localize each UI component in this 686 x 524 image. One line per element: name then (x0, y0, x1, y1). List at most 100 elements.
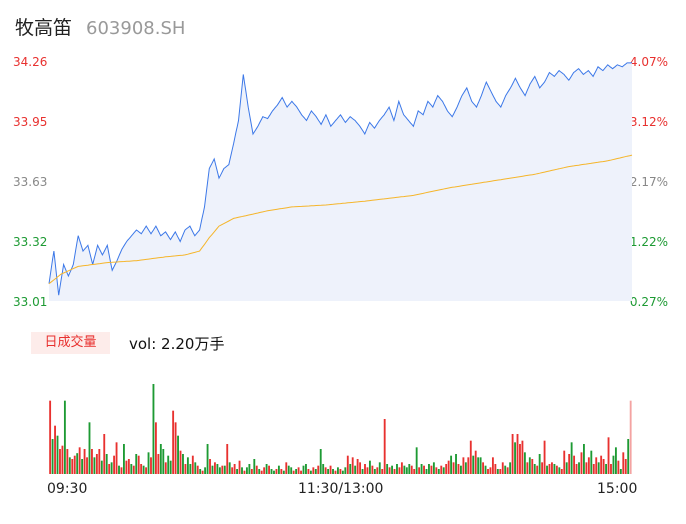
volume-bar (56, 435, 59, 474)
volume-bar (162, 449, 165, 474)
volume-bar (199, 469, 202, 474)
volume-bar (551, 462, 553, 474)
volume-bar (127, 459, 130, 474)
volume-bar (447, 460, 450, 474)
volume-bar (614, 447, 617, 474)
x-tick-midday: 11:30/13:00 (298, 481, 384, 497)
volume-bar (575, 464, 578, 474)
volume-bar (285, 462, 288, 474)
volume-bar (159, 444, 162, 474)
volume-bar (494, 464, 497, 474)
volume-bar (233, 464, 236, 474)
volume-bar (339, 469, 342, 474)
volume-bar (425, 469, 428, 474)
x-tick-close: 15:00 (597, 481, 638, 497)
volume-bar (270, 469, 273, 474)
volume-bar (86, 457, 88, 474)
volume-bar (418, 467, 421, 474)
volume-bar (194, 462, 197, 474)
volume-bar (346, 455, 349, 474)
volume-bar (546, 465, 548, 474)
y-left-tick-2: 33.63 (13, 175, 48, 189)
volume-bar (462, 457, 465, 474)
volume-bar (49, 400, 52, 474)
volume-bar (405, 467, 408, 474)
volume-bar (258, 469, 261, 474)
volume-bar (506, 467, 509, 474)
volume-bar (282, 470, 285, 474)
volume-bar (548, 464, 551, 474)
volume-bar (260, 470, 263, 474)
volume-bar (531, 459, 534, 474)
volume-bar (214, 462, 216, 474)
volume-bar (573, 455, 576, 474)
volume-bar (83, 449, 86, 474)
volume-bar (145, 467, 147, 474)
volume-bar (420, 464, 423, 474)
volume-bar (216, 464, 219, 474)
volume-bar (376, 467, 379, 474)
volume-bar (108, 464, 111, 474)
volume-bar (437, 469, 440, 474)
volume-bar (383, 419, 386, 474)
volume-bar (191, 455, 194, 474)
volume-bar (428, 464, 430, 474)
y-right-tick-4: 0.27% (629, 295, 668, 309)
volume-bar (359, 462, 362, 474)
volume-bar (361, 469, 364, 474)
volume-bar (81, 459, 84, 474)
volume-bar (147, 452, 150, 474)
volume-bar (287, 465, 290, 474)
volume-bar (196, 465, 199, 474)
volume-bar (88, 422, 91, 474)
volume-bar (477, 457, 480, 474)
volume-bar (209, 459, 211, 474)
y-right-tick-3: 1.22% (629, 235, 668, 249)
volume-bar (73, 455, 76, 474)
volume-bar (223, 465, 226, 474)
volume-bar (182, 454, 184, 474)
volume-bar (300, 470, 302, 474)
avg-price-line (48, 154, 633, 285)
volume-bar (332, 469, 334, 474)
volume-bar (218, 467, 221, 474)
volume-bar (265, 464, 268, 474)
volume-bar (378, 462, 381, 474)
volume-bar (558, 467, 561, 474)
volume-bar (157, 454, 160, 474)
volume-bar (619, 469, 622, 474)
volume-bar (371, 465, 374, 474)
volume-bar (388, 467, 391, 474)
volume-bar (307, 469, 310, 474)
volume-bar (95, 454, 98, 474)
volume-bar (590, 450, 593, 474)
volume-bar (501, 462, 504, 474)
volume-bar (59, 449, 61, 474)
volume-bar (538, 454, 541, 474)
volume-bar (413, 469, 416, 474)
volume-bar (255, 465, 258, 474)
volume-bar (629, 400, 632, 474)
volume-bar (592, 464, 595, 474)
volume-bar (356, 459, 359, 474)
volume-bar (408, 464, 411, 474)
volume-bar (324, 467, 327, 474)
volume-bar (602, 459, 605, 474)
volume-bar (450, 455, 453, 474)
x-tick-open: 09:30 (47, 481, 88, 497)
volume-bar (123, 444, 125, 474)
volume-bar (583, 444, 585, 474)
volume-bar (184, 464, 187, 474)
volume-bar (393, 469, 396, 474)
volume-label: vol: 2.20万手 (129, 335, 225, 353)
volume-bar (622, 452, 625, 474)
volume-bar (268, 465, 270, 474)
volume-bar (201, 470, 204, 474)
volume-bar (528, 457, 531, 474)
volume-bar (410, 465, 413, 474)
volume-bar (204, 467, 207, 474)
volume-bar (578, 462, 580, 474)
volume-bar (322, 464, 325, 474)
volume-bar (536, 465, 539, 474)
